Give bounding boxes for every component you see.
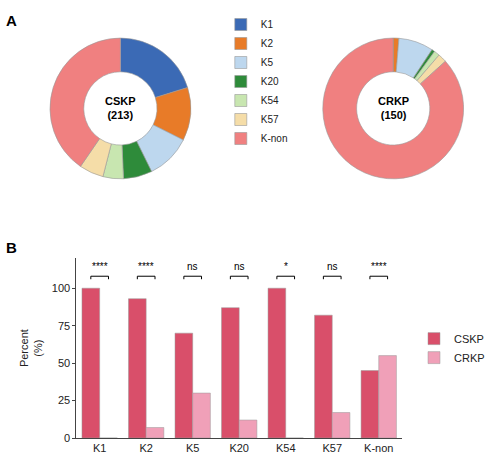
svg-text:*: * xyxy=(284,261,288,272)
svg-text:CSKP: CSKP xyxy=(454,333,484,345)
svg-text:ns: ns xyxy=(187,261,198,272)
svg-text:25: 25 xyxy=(58,394,70,406)
svg-text:K2: K2 xyxy=(139,442,152,454)
svg-text:****: **** xyxy=(92,261,108,272)
svg-text:CSKP(213): CSKP(213) xyxy=(105,95,136,121)
svg-text:K-non: K-non xyxy=(261,133,288,144)
svg-text:100: 100 xyxy=(52,282,70,294)
svg-text:K5: K5 xyxy=(261,57,274,68)
svg-text:K5: K5 xyxy=(186,442,199,454)
svg-text:CRKP: CRKP xyxy=(454,352,485,364)
svg-text:ns: ns xyxy=(327,261,338,272)
svg-text:50: 50 xyxy=(58,357,70,369)
svg-text:K2: K2 xyxy=(261,38,274,49)
svg-text:K54: K54 xyxy=(276,442,296,454)
svg-text:****: **** xyxy=(138,261,154,272)
svg-text:Percent(%): Percent(%) xyxy=(18,329,44,367)
svg-text:K54: K54 xyxy=(261,95,279,106)
svg-text:B: B xyxy=(6,239,17,256)
svg-text:K1: K1 xyxy=(93,442,106,454)
svg-text:CRKP(150): CRKP(150) xyxy=(378,95,409,121)
svg-text:K1: K1 xyxy=(261,19,274,30)
svg-text:75: 75 xyxy=(58,320,70,332)
svg-text:K57: K57 xyxy=(322,442,342,454)
svg-text:K20: K20 xyxy=(261,76,279,87)
svg-text:K20: K20 xyxy=(229,442,249,454)
svg-text:K-non: K-non xyxy=(364,442,393,454)
svg-text:ns: ns xyxy=(234,261,245,272)
svg-text:0: 0 xyxy=(64,432,70,444)
svg-text:K57: K57 xyxy=(261,114,279,125)
svg-text:A: A xyxy=(6,12,17,29)
svg-text:****: **** xyxy=(371,261,387,272)
